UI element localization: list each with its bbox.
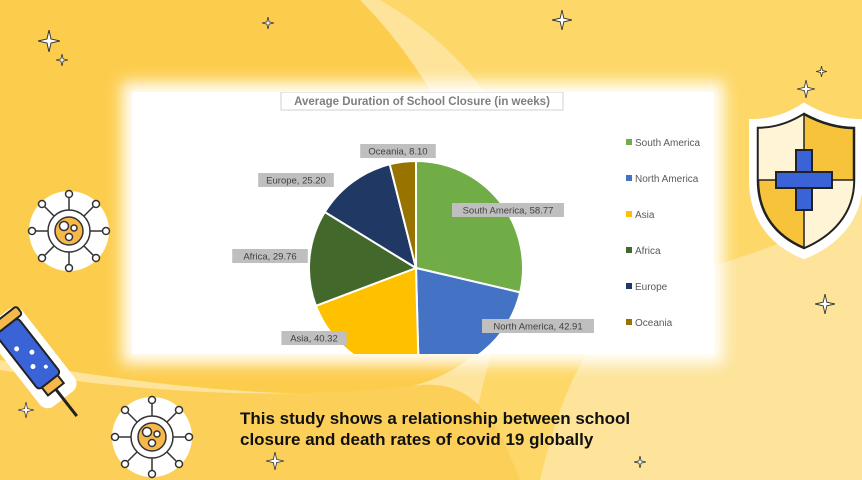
data-label-box: [482, 319, 594, 333]
data-label-box: [360, 144, 436, 158]
virus-icon: [27, 189, 111, 273]
sparkle-icon: [815, 294, 835, 314]
pie-slice-europe: [323, 163, 418, 271]
data-label: North America, 42.91: [493, 322, 582, 333]
data-label: South America, 58.77: [463, 206, 554, 217]
legend-swatch: [626, 319, 632, 325]
legend-label: Oceania: [635, 318, 673, 329]
data-label-box: [258, 173, 334, 187]
sparkle-icon: [634, 456, 646, 468]
shield-icon: [749, 102, 862, 260]
legend-label: North America: [635, 174, 699, 185]
pie-slice-oceania: [388, 159, 417, 269]
chart-card: Average Duration of School Closure (in w…: [132, 92, 714, 354]
data-label-box: [232, 249, 308, 263]
data-label-box: [452, 203, 564, 217]
pie-slice-africa: [308, 210, 419, 308]
legend-label: Europe: [635, 282, 668, 293]
data-label: Europe, 25.20: [266, 176, 326, 187]
legend-swatch: [626, 139, 632, 145]
legend-swatch: [626, 211, 632, 217]
sparkle-icon: [18, 402, 34, 418]
legend-label: South America: [635, 138, 700, 149]
sparkle-icon: [38, 30, 60, 52]
data-label: Oceania, 8.10: [368, 147, 427, 158]
data-label-box: [281, 331, 347, 345]
caption-line-2: closure and death rates of covid 19 glob…: [240, 430, 594, 449]
legend-label: Africa: [635, 246, 661, 257]
pie-chart: Average Duration of School Closure (in w…: [232, 92, 700, 354]
data-label: Africa, 29.76: [243, 252, 296, 263]
data-label: Asia, 40.32: [290, 334, 338, 345]
sparkle-icon: [552, 10, 572, 30]
legend-swatch: [626, 247, 632, 253]
pie-slice-south-america: [415, 159, 524, 294]
legend-swatch: [626, 175, 632, 181]
caption-line-1: This study shows a relationship between …: [240, 409, 631, 428]
legend-swatch: [626, 283, 632, 289]
caption: This study shows a relationship between …: [240, 408, 760, 450]
chart-title: Average Duration of School Closure (in w…: [294, 96, 550, 108]
sparkle-icon: [266, 452, 284, 470]
sparkle-icon: [262, 17, 274, 29]
virus-icon: [110, 395, 194, 479]
sparkle-icon: [797, 80, 815, 98]
legend-label: Asia: [635, 210, 655, 221]
sparkle-icon: [816, 66, 827, 77]
sparkle-icon: [56, 54, 68, 66]
syringe-icon: [0, 306, 78, 418]
